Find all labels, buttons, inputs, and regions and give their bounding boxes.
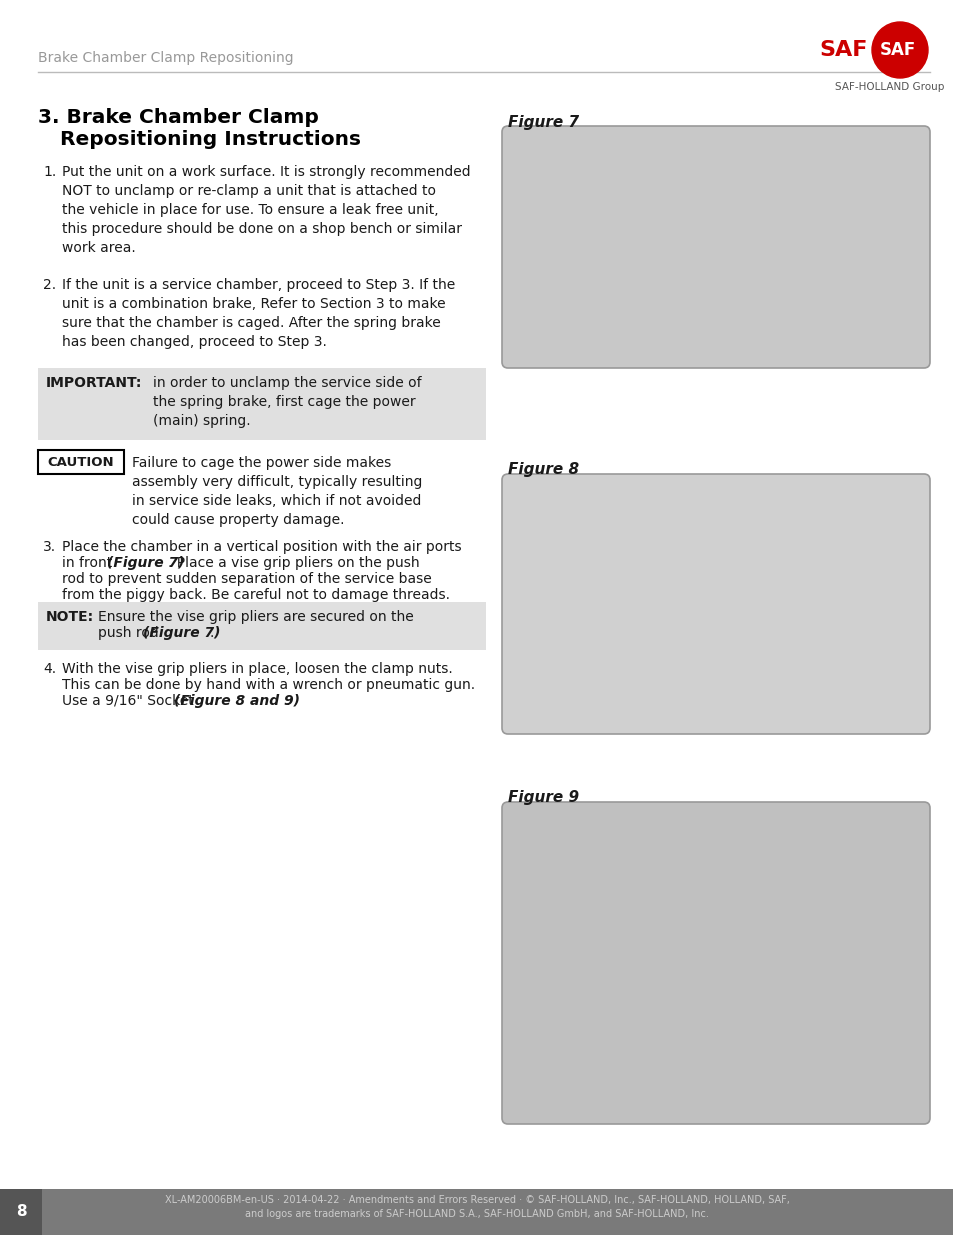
- Text: IMPORTANT:: IMPORTANT:: [46, 375, 142, 390]
- Text: 4.: 4.: [43, 662, 56, 676]
- Text: Figure 9: Figure 9: [507, 790, 578, 805]
- Text: 3. Brake Chamber Clamp: 3. Brake Chamber Clamp: [38, 107, 318, 127]
- Text: SAF: SAF: [879, 41, 915, 59]
- Bar: [0, 1189, 42, 1235]
- Text: Figure 7: Figure 7: [507, 115, 578, 130]
- Text: 1.: 1.: [43, 165, 56, 179]
- Text: Use a 9/16" Socket: Use a 9/16" Socket: [62, 694, 198, 708]
- Text: XL-AM20006BM-en-US · 2014-04-22 · Amendments and Errors Reserved · © SAF-HOLLAND: XL-AM20006BM-en-US · 2014-04-22 · Amendm…: [164, 1194, 789, 1219]
- Text: (Figure 8 and 9): (Figure 8 and 9): [173, 694, 299, 708]
- Text: 3.: 3.: [43, 540, 56, 555]
- Text: 8: 8: [15, 1204, 27, 1219]
- Text: SAF: SAF: [819, 40, 867, 61]
- Bar: [0, 1189, 953, 1235]
- Text: This can be done by hand with a wrench or pneumatic gun.: This can be done by hand with a wrench o…: [62, 678, 475, 692]
- FancyBboxPatch shape: [501, 126, 929, 368]
- Text: . Place a vise grip pliers on the push: . Place a vise grip pliers on the push: [168, 556, 419, 571]
- Text: in order to unclamp the service side of
the spring brake, first cage the power
(: in order to unclamp the service side of …: [152, 375, 421, 427]
- Text: Put the unit on a work surface. It is strongly recommended
NOT to unclamp or re-: Put the unit on a work surface. It is st…: [62, 165, 470, 254]
- Text: .: .: [286, 694, 290, 708]
- FancyBboxPatch shape: [38, 368, 485, 440]
- Text: Place the chamber in a vertical position with the air ports: Place the chamber in a vertical position…: [62, 540, 461, 555]
- FancyBboxPatch shape: [38, 601, 485, 650]
- Text: rod to prevent sudden separation of the service base: rod to prevent sudden separation of the …: [62, 572, 432, 585]
- Text: If the unit is a service chamber, proceed to Step 3. If the
unit is a combinatio: If the unit is a service chamber, procee…: [62, 278, 455, 348]
- Text: .: .: [210, 626, 214, 640]
- FancyBboxPatch shape: [38, 450, 124, 474]
- FancyBboxPatch shape: [501, 474, 929, 734]
- Text: With the vise grip pliers in place, loosen the clamp nuts.: With the vise grip pliers in place, loos…: [62, 662, 453, 676]
- FancyBboxPatch shape: [501, 802, 929, 1124]
- Text: CAUTION: CAUTION: [48, 456, 114, 468]
- Text: push rod: push rod: [98, 626, 163, 640]
- Text: Failure to cage the power side makes
assembly very difficult, typically resultin: Failure to cage the power side makes ass…: [132, 456, 422, 527]
- Circle shape: [871, 22, 927, 78]
- Text: in front: in front: [62, 556, 116, 571]
- Text: (Figure 7): (Figure 7): [143, 626, 220, 640]
- Text: Repositioning Instructions: Repositioning Instructions: [60, 130, 360, 149]
- Text: NOTE:: NOTE:: [46, 610, 94, 624]
- Text: (Figure 7): (Figure 7): [107, 556, 184, 571]
- Text: Ensure the vise grip pliers are secured on the: Ensure the vise grip pliers are secured …: [98, 610, 414, 624]
- Text: from the piggy back. Be careful not to damage threads.: from the piggy back. Be careful not to d…: [62, 588, 450, 601]
- Text: Figure 8: Figure 8: [507, 462, 578, 477]
- Text: Brake Chamber Clamp Repositioning: Brake Chamber Clamp Repositioning: [38, 51, 294, 65]
- Text: 2.: 2.: [43, 278, 56, 291]
- Text: SAF-HOLLAND Group: SAF-HOLLAND Group: [835, 82, 943, 91]
